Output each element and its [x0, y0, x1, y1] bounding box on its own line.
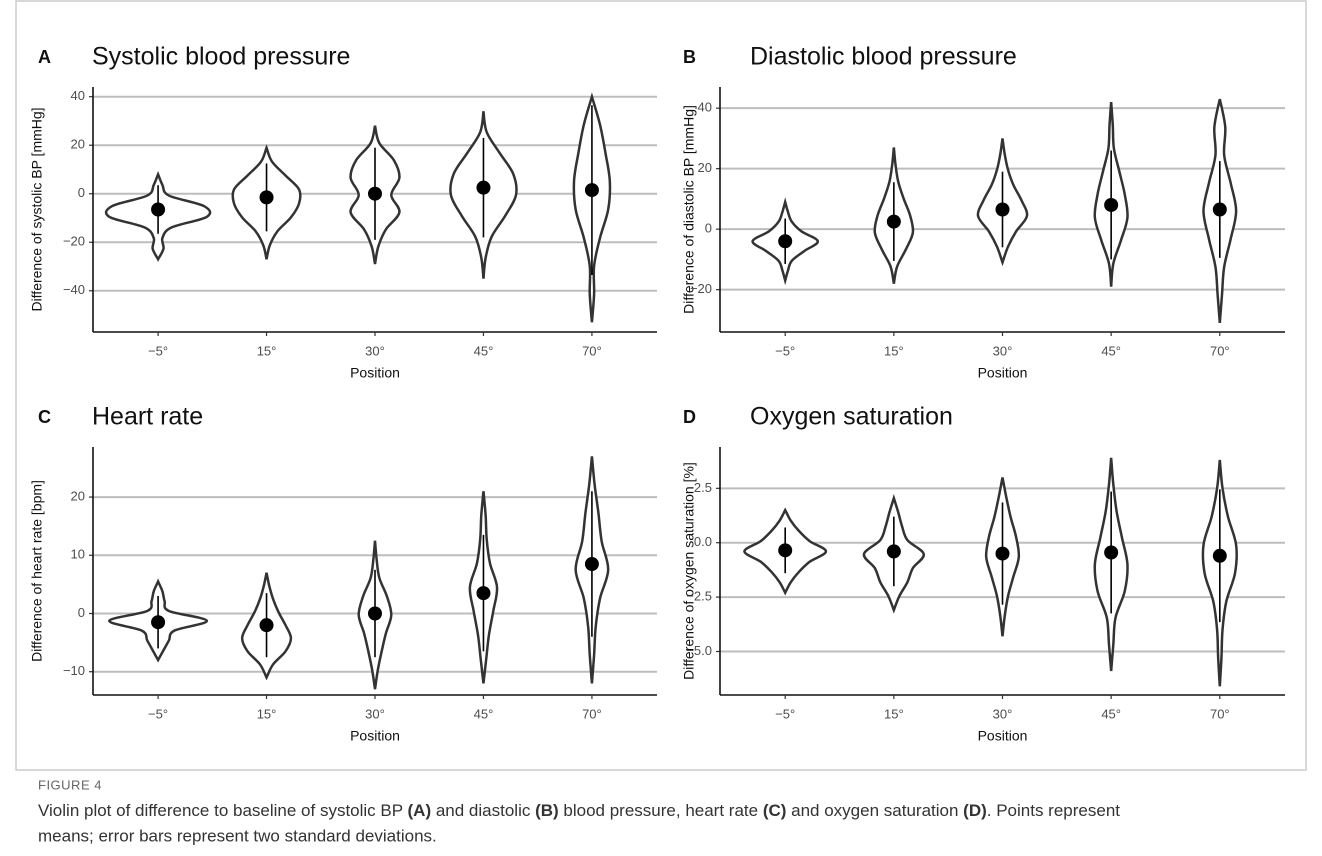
y-tick-label: −20: [690, 281, 712, 296]
caption-text: and oxygen saturation: [786, 801, 963, 820]
caption-ref: (B): [535, 801, 559, 820]
mean-point: [584, 183, 599, 198]
y-axis-label: Difference of diastolic BP [mmHg]: [681, 105, 697, 314]
y-tick-label: 20: [698, 160, 712, 175]
y-axis-label: Difference of systolic BP [mmHg]: [29, 107, 45, 311]
x-tick-label: 70°: [1210, 706, 1230, 721]
x-tick-label: 30°: [365, 706, 385, 721]
x-tick-label: 45°: [474, 706, 494, 721]
caption-text: Violin plot of difference to baseline of…: [38, 801, 408, 820]
x-tick-label: 15°: [257, 706, 277, 721]
caption-ref: (C): [763, 801, 787, 820]
mean-point: [886, 544, 901, 559]
x-tick-label: 70°: [582, 343, 602, 358]
x-tick-label: −5°: [148, 343, 168, 358]
mean-point: [151, 202, 166, 217]
figure-frame: [15, 0, 1307, 771]
y-tick-label: −10: [63, 663, 85, 678]
y-tick-label: 10: [71, 547, 85, 562]
x-axis-label: Position: [978, 728, 1028, 744]
caption-ref: (D): [963, 801, 987, 820]
mean-point: [151, 615, 166, 630]
mean-point: [368, 186, 382, 201]
y-tick-label: 0.0: [694, 534, 712, 549]
x-axis-label: Position: [350, 365, 400, 381]
caption-text: blood pressure, heart rate: [559, 801, 763, 820]
y-tick-label: −20: [63, 234, 85, 249]
mean-point: [778, 234, 793, 249]
x-tick-label: 30°: [993, 706, 1013, 721]
y-tick-label: 40: [698, 100, 712, 115]
x-tick-label: 45°: [474, 343, 494, 358]
x-tick-label: 70°: [1210, 343, 1230, 358]
y-tick-label: −5.0: [686, 643, 712, 658]
mean-point: [995, 202, 1010, 217]
x-tick-label: 15°: [884, 706, 904, 721]
x-tick-label: 45°: [1101, 343, 1121, 358]
mean-point: [584, 557, 599, 572]
mean-point: [476, 180, 491, 195]
x-tick-label: −5°: [775, 706, 795, 721]
y-tick-label: 0: [78, 605, 85, 620]
panel-title: Oxygen saturation: [750, 403, 953, 431]
panel-letter: B: [683, 47, 696, 67]
y-axis-label: Difference of heart rate [bpm]: [29, 480, 45, 662]
x-tick-label: 70°: [582, 706, 602, 721]
y-tick-label: −40: [63, 282, 85, 297]
y-tick-label: 0: [705, 221, 712, 236]
caption-text: . Points represent: [987, 801, 1121, 820]
x-tick-label: 45°: [1101, 706, 1121, 721]
y-tick-label: 40: [71, 88, 85, 103]
mean-point: [1212, 548, 1227, 563]
mean-point: [1212, 202, 1227, 217]
panel-title: Systolic blood pressure: [92, 43, 350, 71]
caption-ref: (A): [408, 801, 432, 820]
y-tick-label: −2.5: [686, 589, 712, 604]
x-axis-label: Position: [350, 728, 400, 744]
mean-point: [259, 190, 274, 205]
x-tick-label: 15°: [884, 343, 904, 358]
panel-letter: C: [38, 407, 51, 427]
x-tick-label: −5°: [775, 343, 795, 358]
y-tick-label: 20: [71, 489, 85, 504]
y-axis-label: Difference of oxygen saturation [%]: [681, 462, 697, 680]
mean-point: [886, 214, 901, 229]
mean-point: [995, 546, 1010, 561]
y-tick-label: 20: [71, 137, 85, 152]
y-tick-label: 0: [78, 185, 85, 200]
mean-point: [259, 618, 274, 633]
mean-point: [476, 586, 491, 601]
y-tick-label: 2.5: [694, 480, 712, 495]
x-axis-label: Position: [978, 365, 1028, 381]
x-tick-label: −5°: [148, 706, 168, 721]
mean-point: [1104, 545, 1119, 560]
caption-text: and diastolic: [431, 801, 535, 820]
panel-letter: D: [683, 407, 696, 427]
panel-title: Heart rate: [92, 403, 203, 431]
mean-point: [778, 543, 793, 558]
x-tick-label: 30°: [993, 343, 1013, 358]
x-tick-label: 15°: [257, 343, 277, 358]
x-tick-label: 30°: [365, 343, 385, 358]
caption-line: means; error bars represent two standard…: [38, 826, 437, 845]
caption-label: FIGURE 4: [38, 777, 102, 792]
mean-point: [368, 606, 382, 621]
mean-point: [1104, 197, 1119, 212]
caption-line: Violin plot of difference to baseline of…: [38, 801, 1120, 820]
panel-letter: A: [38, 47, 51, 67]
panel-title: Diastolic blood pressure: [750, 43, 1017, 71]
